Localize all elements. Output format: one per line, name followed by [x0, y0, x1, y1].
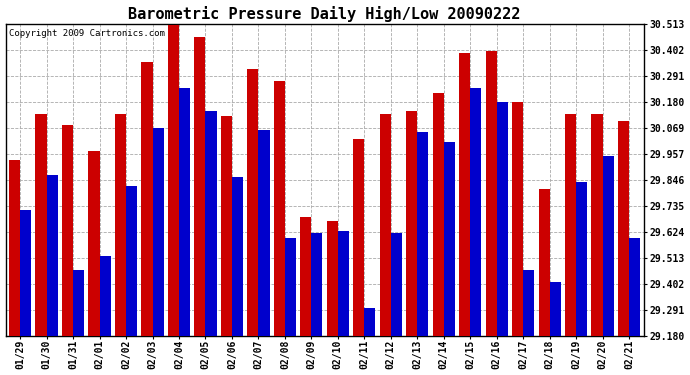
Bar: [327, 221, 338, 336]
Bar: [311, 233, 322, 336]
Bar: [459, 53, 470, 336]
Bar: [206, 111, 217, 336]
Bar: [538, 189, 550, 336]
Bar: [591, 114, 602, 336]
Bar: [88, 151, 99, 336]
Bar: [338, 231, 349, 336]
Bar: [195, 36, 206, 336]
Bar: [486, 51, 497, 336]
Bar: [523, 270, 534, 336]
Bar: [126, 186, 137, 336]
Bar: [364, 308, 375, 336]
Bar: [259, 130, 270, 336]
Bar: [99, 256, 110, 336]
Text: Copyright 2009 Cartronics.com: Copyright 2009 Cartronics.com: [9, 29, 165, 38]
Bar: [285, 238, 296, 336]
Bar: [168, 25, 179, 336]
Bar: [565, 114, 576, 336]
Bar: [497, 102, 508, 336]
Bar: [221, 116, 232, 336]
Bar: [73, 270, 84, 336]
Bar: [62, 125, 73, 336]
Bar: [274, 81, 285, 336]
Bar: [417, 132, 428, 336]
Bar: [179, 88, 190, 336]
Bar: [20, 210, 31, 336]
Bar: [512, 102, 523, 336]
Bar: [300, 217, 311, 336]
Title: Barometric Pressure Daily High/Low 20090222: Barometric Pressure Daily High/Low 20090…: [128, 6, 521, 21]
Bar: [232, 177, 243, 336]
Bar: [353, 140, 364, 336]
Bar: [602, 156, 613, 336]
Bar: [550, 282, 561, 336]
Bar: [391, 233, 402, 336]
Bar: [406, 111, 417, 336]
Bar: [9, 160, 20, 336]
Bar: [629, 238, 640, 336]
Bar: [433, 93, 444, 336]
Bar: [444, 142, 455, 336]
Bar: [35, 114, 47, 336]
Bar: [618, 121, 629, 336]
Bar: [47, 174, 58, 336]
Bar: [115, 114, 126, 336]
Bar: [470, 88, 482, 336]
Bar: [141, 62, 152, 336]
Bar: [576, 182, 587, 336]
Bar: [380, 114, 391, 336]
Bar: [247, 69, 259, 336]
Bar: [152, 128, 164, 336]
